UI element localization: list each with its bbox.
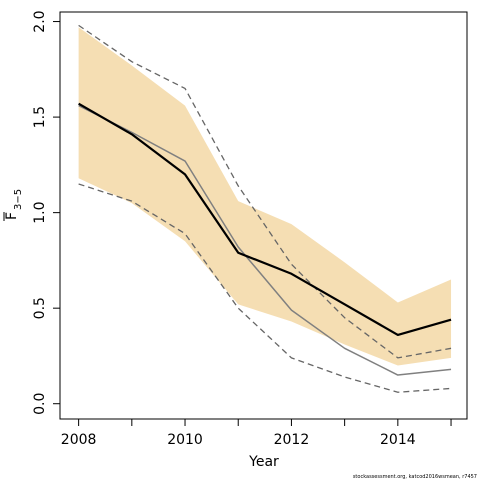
series-line-retro — [78, 104, 452, 376]
y-tick-label-3: 1.5 — [32, 106, 48, 128]
x-tick-label-2012: 2012 — [274, 432, 310, 448]
series-lines-layer — [78, 24, 452, 393]
confidence-band — [78, 27, 452, 366]
y-axis: 0.0 0.5 1.0 1.5 2.0 — [32, 10, 60, 415]
y-axis-title: F 3−5 — [3, 189, 24, 221]
y-axis-title-subscript: 3−5 — [13, 189, 24, 210]
x-tick-label-2008: 2008 — [61, 432, 97, 448]
footer-note: stockassessment.org, katcod2016wsmean, r… — [353, 474, 477, 480]
y-tick-label-2: 1.0 — [32, 202, 48, 224]
x-tick-label-2014: 2014 — [380, 432, 416, 448]
x-axis: 2008 2010 2012 2014 — [61, 419, 452, 448]
plot-frame — [59, 11, 468, 420]
y-tick-label-1: 0.5 — [32, 297, 48, 319]
series-line-estimate — [78, 102, 452, 337]
x-tick-label-2010: 2010 — [167, 432, 203, 448]
confidence-band-layer — [78, 27, 452, 366]
y-tick-label-4: 2.0 — [32, 10, 48, 32]
y-axis-title-main: F — [4, 212, 20, 220]
y-tick-label-0: 0.0 — [32, 393, 48, 415]
x-axis-title: Year — [248, 454, 279, 470]
series-line-lower-bound — [78, 183, 452, 393]
series-line-upper-bound — [78, 24, 452, 359]
